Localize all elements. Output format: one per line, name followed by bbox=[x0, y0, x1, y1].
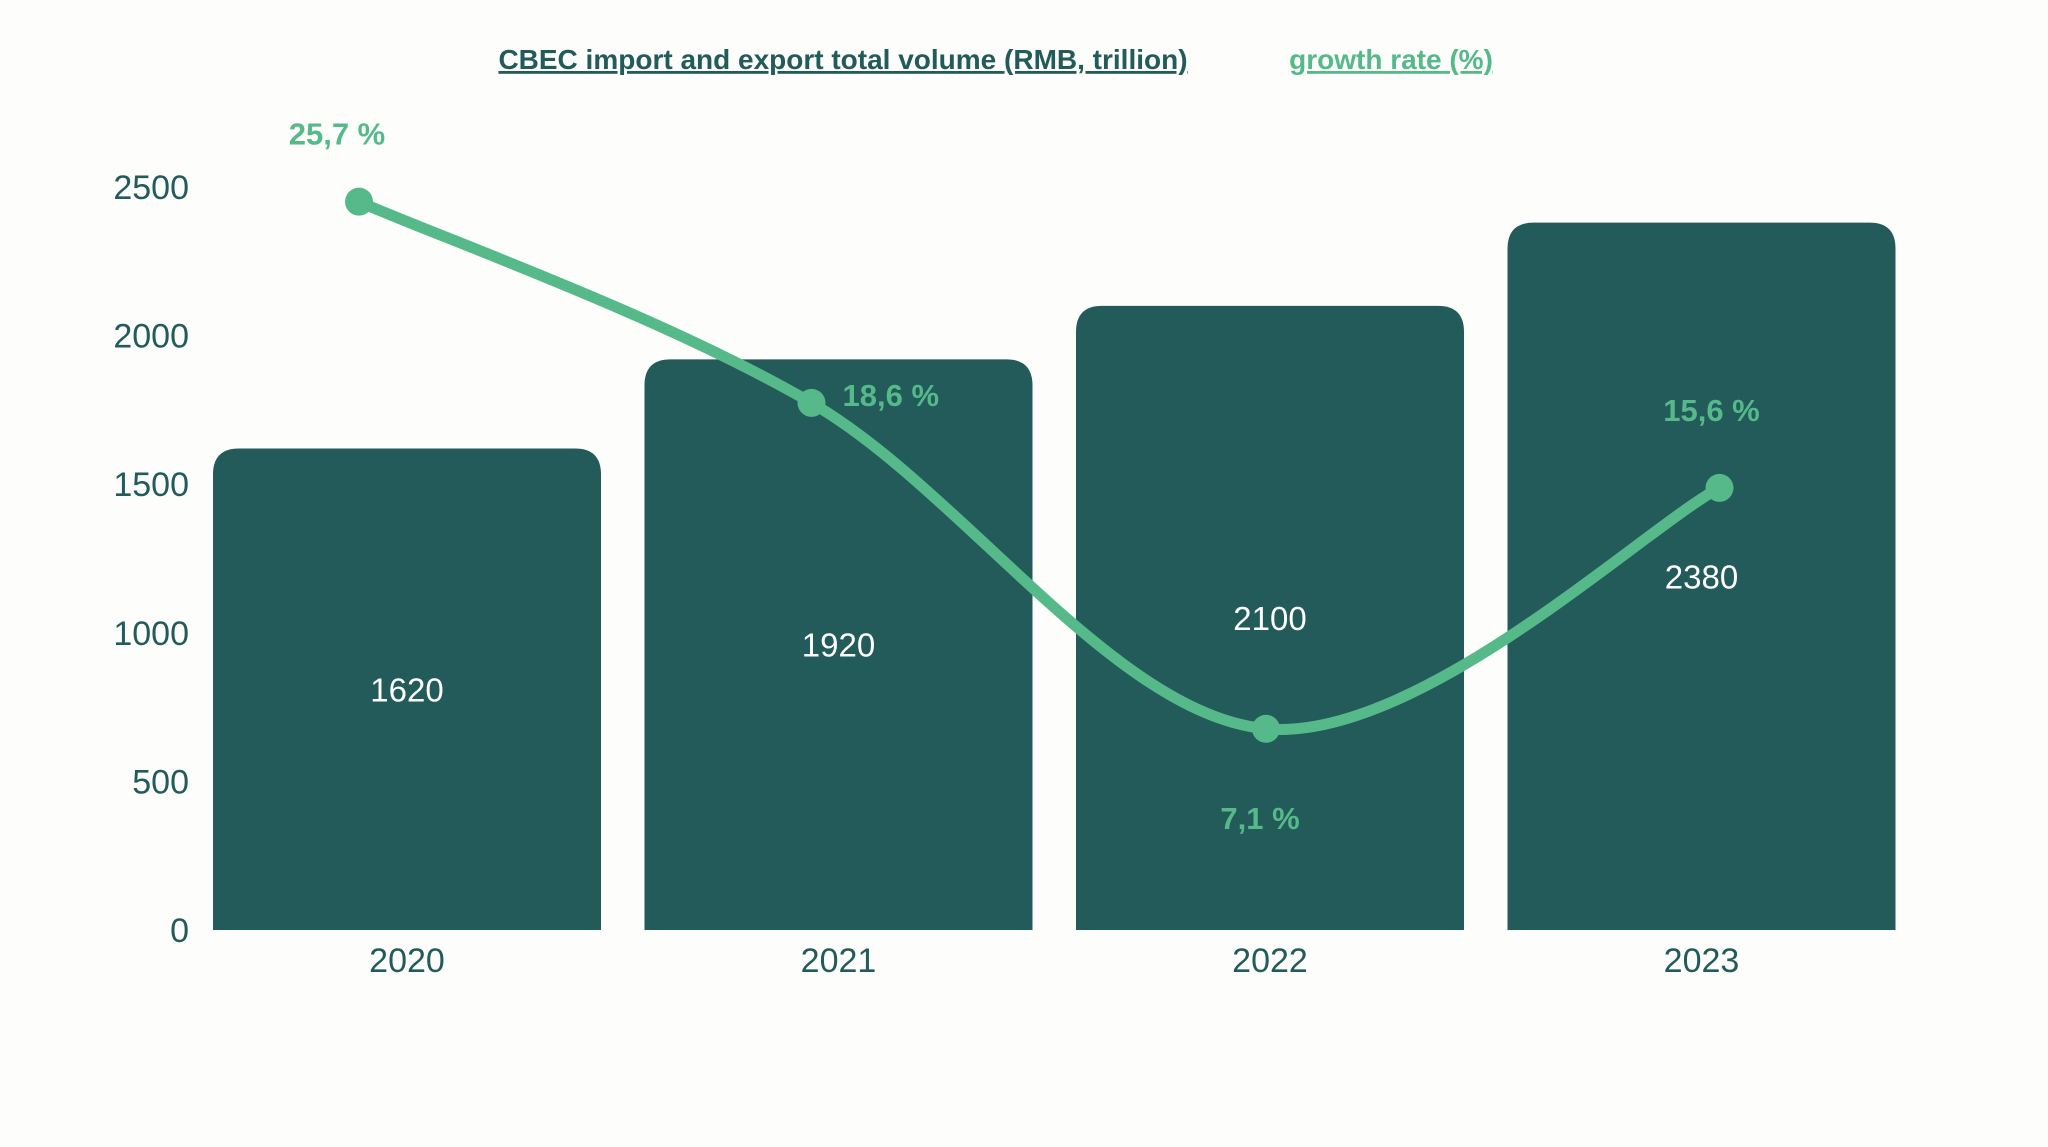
x-tick-label: 2023 bbox=[1664, 942, 1740, 980]
growth-value-label: 25,7 % bbox=[289, 117, 386, 152]
bar-value-label: 1920 bbox=[802, 627, 875, 664]
y-axis: 0 500 1000 1500 2000 2500 bbox=[113, 169, 189, 950]
bar-value-label: 1620 bbox=[370, 671, 443, 708]
y-tick-label: 1000 bbox=[113, 615, 189, 653]
growth-point-2021[interactable] bbox=[797, 388, 826, 417]
legend-line-series[interactable]: growth rate (%) bbox=[1289, 44, 1493, 75]
bar-labels: 1620 1920 2100 2380 bbox=[370, 558, 1738, 708]
x-tick-label: 2021 bbox=[801, 942, 877, 980]
growth-value-label: 7,1 % bbox=[1220, 801, 1299, 836]
bar-value-label: 2100 bbox=[1233, 600, 1306, 637]
growth-point-2020[interactable] bbox=[345, 187, 373, 216]
legend-bar-series[interactable]: CBEC import and export total volume (RMB… bbox=[498, 44, 1187, 75]
growth-value-label: 18,6 % bbox=[843, 378, 940, 413]
y-tick-label: 0 bbox=[170, 912, 189, 950]
y-tick-label: 2000 bbox=[113, 318, 189, 356]
bar-2023[interactable] bbox=[1507, 222, 1896, 930]
bar-value-label: 2380 bbox=[1665, 558, 1738, 595]
x-axis: 2020 2021 2022 2023 bbox=[369, 942, 1739, 980]
x-tick-label: 2022 bbox=[1232, 942, 1308, 980]
y-tick-label: 500 bbox=[132, 763, 189, 801]
growth-point-2023[interactable] bbox=[1705, 473, 1734, 502]
legend: CBEC import and export total volume (RMB… bbox=[498, 44, 1492, 75]
growth-point-2022[interactable] bbox=[1252, 714, 1280, 743]
bar-2022[interactable] bbox=[1076, 305, 1464, 930]
bar-2020[interactable] bbox=[213, 448, 601, 930]
growth-value-label: 15,6 % bbox=[1663, 393, 1760, 428]
growth-line: 25,7 % 18,6 % 7,1 % 15,6 % bbox=[289, 117, 1760, 836]
bars bbox=[213, 222, 1896, 931]
x-tick-label: 2020 bbox=[369, 942, 445, 980]
y-tick-label: 1500 bbox=[113, 466, 189, 504]
growth-rate-line bbox=[353, 196, 1725, 735]
y-tick-label: 2500 bbox=[113, 169, 189, 207]
